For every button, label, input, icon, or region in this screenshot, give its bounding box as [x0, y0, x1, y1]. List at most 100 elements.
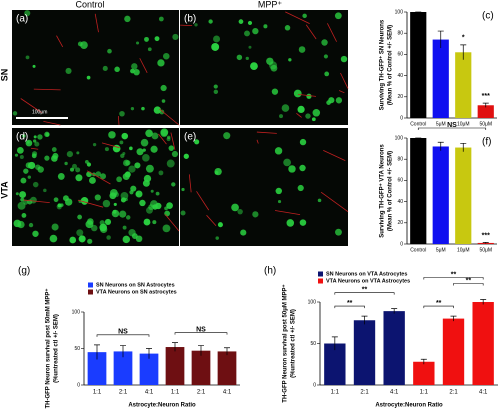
cell: [341, 56, 347, 62]
micrograph: [12, 10, 179, 125]
y-tick-label: 50: [310, 341, 316, 347]
legend-label: SN Neurons on VTA Astrocytes: [326, 271, 407, 277]
bar: [410, 12, 426, 118]
cell: [107, 49, 112, 54]
cell: [155, 203, 161, 209]
cell: [144, 219, 151, 226]
x-tick-label: 2:1: [119, 390, 128, 396]
cell: [214, 90, 218, 94]
cell: [114, 67, 120, 73]
cell: [278, 200, 281, 203]
cell: [85, 220, 93, 228]
bar: [192, 351, 211, 385]
cell: [87, 76, 91, 80]
cell: [163, 225, 171, 233]
cell: [299, 165, 305, 171]
x-tick-label: Control: [410, 247, 426, 253]
cell: [50, 235, 58, 243]
micrograph: [180, 128, 348, 246]
cell: [119, 141, 123, 145]
cell: [18, 202, 26, 210]
cell: [93, 143, 96, 146]
x-tick-label: 4:1: [479, 390, 488, 396]
x-tick-label: 50μM: [479, 247, 492, 253]
cell: [69, 237, 76, 244]
cell: [313, 109, 321, 117]
y-axis-title: (Mean % of Control +/- SEM): [388, 151, 394, 231]
cell: [108, 131, 115, 138]
cell: [152, 220, 156, 224]
cell: [78, 42, 83, 47]
cell: [136, 41, 139, 44]
y-tick-label: 0: [77, 382, 80, 388]
y-axis-title: Surviving TH-GFP⁺ SN Neurons: [379, 19, 386, 110]
y-tick-label: 100: [72, 309, 81, 315]
bar: [443, 319, 464, 385]
panel-label: (h): [264, 266, 276, 277]
cell: [146, 165, 154, 173]
cell: [250, 62, 258, 70]
x-axis-title: Astrocyte:Neuron Ratio: [128, 403, 196, 409]
cell: [30, 197, 37, 204]
cell: [169, 145, 175, 151]
cell: [239, 19, 244, 24]
cell: [159, 17, 164, 22]
cell: [128, 165, 135, 172]
cell: [297, 106, 304, 113]
cell: [146, 207, 153, 214]
cell: [164, 211, 170, 217]
cell: [76, 229, 83, 236]
cell: [302, 14, 306, 18]
annotation: ***: [482, 93, 490, 100]
cell: [208, 19, 212, 23]
x-tick-label: 1:1: [420, 390, 429, 396]
cell: [114, 192, 119, 197]
cell: [99, 224, 107, 232]
cell: [32, 231, 38, 237]
cell: [17, 147, 24, 154]
cell: [51, 155, 58, 162]
cell: [34, 142, 39, 147]
x-tick-label: 1:1: [171, 390, 180, 396]
cell: [13, 111, 17, 115]
cell: [263, 24, 267, 28]
cell: [123, 236, 130, 243]
cell: [16, 192, 19, 195]
legend-swatch: [88, 290, 93, 295]
bar: [410, 138, 426, 244]
legend-swatch: [88, 283, 93, 288]
panel-label: (c): [482, 11, 494, 22]
cell: [294, 90, 302, 98]
y-tick-label: 80: [397, 157, 403, 163]
cell: [326, 100, 331, 105]
cell: [23, 168, 28, 173]
cell: [215, 236, 218, 239]
cell: [64, 162, 67, 165]
x-tick-label: 50μM: [479, 121, 492, 127]
cell: [335, 229, 342, 236]
cell: [266, 58, 273, 65]
cell: [163, 53, 170, 60]
bar: [433, 40, 449, 118]
cell: [211, 43, 219, 51]
x-tick-label: 2:1: [360, 390, 369, 396]
cell: [136, 148, 143, 155]
cell: [283, 159, 291, 167]
x-tick-label: 4:1: [223, 390, 232, 396]
cell: [32, 153, 37, 158]
cell: [305, 113, 310, 118]
y-axis-title: (%untreated ctl +/- SEM): [54, 314, 60, 383]
cell: [213, 35, 220, 42]
x-tick-label: 2:1: [449, 390, 458, 396]
cell: [285, 25, 290, 30]
annotation: **: [436, 300, 442, 307]
cell: [76, 151, 79, 154]
annotation: NS: [196, 327, 206, 334]
y-tick-label: 60: [397, 52, 403, 58]
cell: [89, 177, 96, 184]
y-tick-label: 20: [397, 94, 403, 100]
panel-label: (f): [482, 137, 491, 148]
y-tick-label: 60: [397, 178, 403, 184]
cell: [81, 197, 88, 204]
